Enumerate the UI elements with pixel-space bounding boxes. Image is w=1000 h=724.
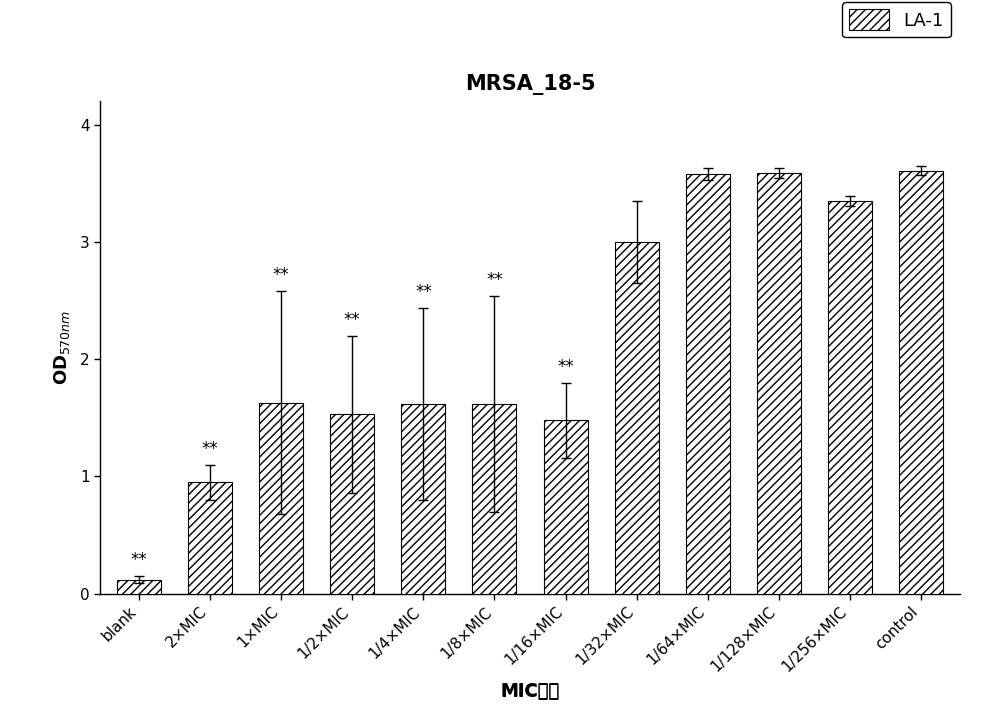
X-axis label: MIC倍数: MIC倍数 [500, 683, 560, 701]
Y-axis label: OD$_{570nm}$: OD$_{570nm}$ [52, 310, 72, 385]
Bar [899, 171, 943, 594]
Text: MIC倍数: MIC倍数 [500, 683, 560, 700]
Bar [472, 404, 516, 594]
Text: **: ** [415, 282, 432, 300]
Bar [686, 174, 730, 594]
Bar [117, 580, 161, 594]
Bar [188, 482, 232, 594]
Legend: LA-1: LA-1 [842, 2, 951, 38]
Bar [544, 420, 588, 594]
Text: **: ** [344, 311, 361, 329]
Bar [615, 242, 659, 594]
Title: MRSA_18-5: MRSA_18-5 [465, 75, 595, 96]
Bar [259, 403, 303, 594]
Bar [330, 414, 374, 594]
Text: **: ** [273, 266, 290, 285]
Text: **: ** [202, 439, 219, 458]
Text: **: ** [557, 358, 574, 376]
Bar [401, 404, 445, 594]
Bar [828, 201, 872, 594]
Text: **: ** [131, 551, 147, 569]
Bar [757, 173, 801, 594]
Text: **: ** [486, 271, 503, 289]
